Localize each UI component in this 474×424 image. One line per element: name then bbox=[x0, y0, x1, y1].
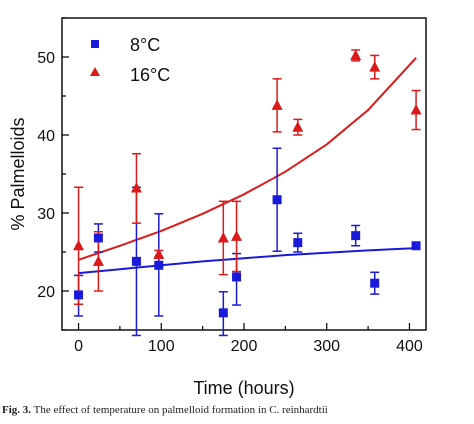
data-point-8c bbox=[293, 238, 303, 248]
data-point-16c bbox=[73, 239, 85, 251]
data-point-8c bbox=[131, 256, 141, 266]
data-point-16c bbox=[271, 99, 283, 110]
data-point-8c bbox=[272, 195, 282, 205]
fit-line-8c bbox=[78, 247, 417, 275]
chart: 0 100 200 300 400 20 30 40 50 Time (hours) % Pal… bbox=[8, 17, 427, 398]
data-point-16c bbox=[153, 248, 165, 259]
legend-marker-16c bbox=[90, 67, 100, 76]
data-point-8c bbox=[411, 241, 421, 251]
data-point-8c bbox=[74, 290, 84, 300]
x-tick-label: 100 bbox=[148, 338, 175, 355]
data-point-16c bbox=[130, 182, 142, 193]
data-point-16c bbox=[231, 230, 243, 241]
x-tick-label: 0 bbox=[74, 338, 83, 355]
x-tick-label: 200 bbox=[231, 338, 258, 355]
legend-marker-8c bbox=[91, 40, 99, 48]
x-tick-label: 300 bbox=[313, 338, 340, 355]
data-point-16c bbox=[369, 61, 381, 72]
data-point-16c bbox=[217, 231, 229, 243]
fit-lines bbox=[78, 57, 417, 275]
y-tick-label: 30 bbox=[37, 206, 55, 223]
caption-text: The effect of temperature on palmelloid … bbox=[33, 404, 328, 416]
data-point-8c bbox=[370, 278, 380, 288]
data-point-8c bbox=[218, 308, 228, 318]
data-point-16c bbox=[92, 255, 104, 266]
data-point-16c bbox=[292, 121, 304, 132]
data-point-16c bbox=[410, 104, 422, 115]
x-axis-title: Time (hours) bbox=[193, 378, 294, 398]
legend-label-16c: 16°C bbox=[130, 65, 170, 85]
axis-ticks: 0 100 200 300 400 20 30 40 50 bbox=[37, 17, 423, 355]
data-point-8c bbox=[232, 272, 242, 282]
data-point-8c bbox=[154, 260, 164, 270]
data-point-8c bbox=[93, 233, 103, 243]
legend: 8°C 16°C bbox=[90, 35, 170, 85]
legend-label-8c: 8°C bbox=[130, 35, 160, 55]
fit-line-16c bbox=[78, 57, 417, 261]
y-axis-title: % Palmelloids bbox=[8, 117, 28, 230]
figure-caption: Fig. 3. The effect of temperature on pal… bbox=[0, 404, 474, 424]
data-point-8c bbox=[351, 231, 361, 241]
data-markers bbox=[73, 49, 422, 318]
y-tick-label: 20 bbox=[37, 284, 55, 301]
data-point-16c bbox=[350, 49, 362, 60]
x-tick-label: 400 bbox=[396, 338, 423, 355]
y-tick-label: 50 bbox=[37, 50, 55, 67]
y-tick-label: 40 bbox=[37, 128, 55, 145]
caption-label: Fig. 3. bbox=[2, 404, 32, 416]
